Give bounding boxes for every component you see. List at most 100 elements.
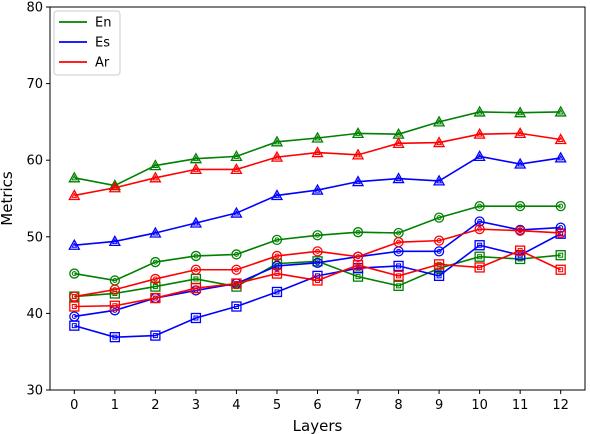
data-point-triangle-marker-outer: [230, 163, 243, 175]
data-point-square-marker-inner: [355, 262, 361, 268]
data-point-square-marker-inner: [274, 289, 280, 295]
data-point-circle-marker-outer: [515, 225, 526, 236]
data-point-triangle-marker: [311, 146, 324, 158]
data-point-square-marker: [433, 270, 445, 282]
data-point-triangle-marker-outer: [473, 127, 486, 139]
data-point-triangle-marker-outer: [108, 235, 121, 247]
data-point-triangle-marker: [554, 133, 567, 145]
data-point-triangle-marker-inner: [233, 166, 240, 172]
data-point-square-marker-inner: [517, 248, 523, 254]
data-point-circle-marker: [271, 250, 283, 262]
x-axis-title: Layers: [293, 417, 343, 434]
data-point-circle-marker: [271, 234, 283, 246]
data-point-square-marker-outer: [393, 280, 404, 291]
data-point-triangle-marker: [432, 136, 446, 148]
data-point-square-marker: [109, 331, 120, 343]
data-point-triangle-marker-outer: [270, 189, 284, 201]
data-point-triangle-marker-inner: [354, 151, 362, 158]
data-point-circle-marker: [69, 291, 80, 302]
x-tick-label: 1: [111, 398, 119, 413]
data-point-triangle-marker-inner: [557, 136, 564, 143]
data-point-triangle-marker-inner: [395, 175, 402, 182]
data-point-circle-marker-outer: [555, 201, 566, 212]
data-point-square-marker: [271, 286, 283, 298]
data-point-triangle-marker-inner: [557, 108, 564, 115]
data-point-triangle-marker-outer: [270, 150, 284, 162]
data-point-square-marker: [393, 280, 404, 291]
data-point-triangle-marker: [311, 131, 324, 143]
data-point-triangle-marker-outer: [230, 150, 243, 162]
data-point-circle-marker-outer: [433, 212, 445, 223]
data-point-triangle-marker-inner: [517, 109, 524, 116]
data-point-square-marker-inner: [436, 261, 442, 267]
data-point-circle-marker: [312, 246, 323, 257]
data-point-circle-marker-inner: [233, 267, 239, 273]
data-point-triangle-marker-inner: [192, 166, 199, 172]
data-point-square-marker-inner: [477, 242, 483, 248]
data-point-square-marker-inner: [112, 334, 118, 340]
data-point-square-marker: [150, 330, 161, 341]
data-point-square-marker: [474, 262, 485, 273]
data-point-triangle-marker: [270, 150, 284, 162]
legend-label: Es: [95, 36, 110, 51]
data-point-circle-marker-outer: [231, 264, 242, 275]
data-point-circle-marker-outer: [190, 250, 202, 262]
data-point-triangle-marker-outer: [432, 136, 446, 148]
y-tick-label: 80: [26, 1, 43, 16]
data-point-triangle-marker: [351, 148, 365, 160]
data-point-circle-marker-inner: [274, 263, 280, 269]
data-point-square-marker-outer: [433, 259, 445, 270]
data-point-square-marker: [69, 320, 80, 331]
data-point-triangle-marker: [432, 115, 446, 127]
data-point-triangle-marker: [392, 172, 405, 184]
data-point-triangle-marker-outer: [149, 226, 162, 238]
data-point-triangle-marker-inner: [354, 130, 362, 136]
data-point-square-marker-inner: [355, 274, 361, 280]
data-point-triangle-marker-inner: [152, 229, 159, 236]
data-point-circle-marker: [312, 230, 323, 241]
data-point-circle-marker-inner: [396, 230, 402, 236]
legend-item-en: En: [59, 16, 111, 31]
data-point-circle-marker: [190, 250, 202, 262]
data-point-triangle-marker-outer: [311, 183, 324, 195]
data-point-triangle-marker: [473, 150, 486, 162]
data-point-circle-marker: [69, 268, 80, 279]
data-point-circle-marker-inner: [71, 294, 77, 300]
data-point-square-marker: [231, 278, 242, 289]
data-point-circle-marker-inner: [355, 229, 361, 235]
data-point-square-marker-outer: [150, 330, 161, 341]
data-point-square-marker: [352, 259, 364, 271]
data-point-circle-marker-outer: [393, 237, 404, 248]
data-point-triangle-marker-inner: [71, 174, 78, 181]
data-point-square-marker-outer: [393, 270, 404, 282]
data-point-circle-marker-outer: [69, 268, 80, 279]
data-point-triangle-marker: [149, 226, 162, 238]
data-point-circle-marker: [433, 235, 445, 246]
x-tick-label: 10: [471, 398, 488, 413]
data-point-square-marker-outer: [555, 264, 566, 275]
data-point-circle-marker-inner: [558, 203, 564, 209]
y-tick-label: 70: [26, 77, 43, 92]
data-point-square-marker: [555, 250, 566, 261]
data-point-square-marker: [433, 259, 445, 270]
data-point-circle-marker-inner: [71, 271, 77, 277]
x-tick-label: 8: [394, 398, 402, 413]
y-tick-label: 50: [26, 230, 43, 245]
x-tick-label: 4: [232, 398, 240, 413]
data-point-square-marker-inner: [274, 271, 280, 277]
x-tick-label: 11: [512, 398, 529, 413]
data-point-circle-marker-outer: [69, 291, 80, 302]
data-point-square-marker-inner: [558, 267, 564, 273]
data-point-triangle-marker: [230, 206, 243, 218]
data-point-circle-marker-inner: [315, 260, 320, 266]
data-point-circle-marker-inner: [477, 203, 483, 209]
series-ar-square: [69, 245, 566, 312]
x-tick-label: 3: [192, 398, 200, 413]
data-point-triangle-marker-outer: [351, 127, 365, 139]
data-point-circle-marker-outer: [433, 235, 445, 246]
data-point-square-marker: [393, 270, 404, 282]
data-point-square-marker-outer: [393, 260, 404, 272]
data-point-circle-marker-outer: [312, 246, 323, 257]
data-point-square-marker: [474, 251, 485, 262]
data-point-triangle-marker-inner: [395, 131, 402, 137]
